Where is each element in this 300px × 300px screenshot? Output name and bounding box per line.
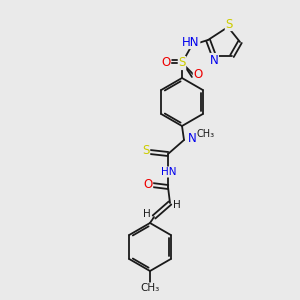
Text: S: S xyxy=(142,145,150,158)
Text: O: O xyxy=(161,56,171,68)
Text: O: O xyxy=(194,68,202,80)
Text: H: H xyxy=(173,200,181,210)
Text: H: H xyxy=(143,209,151,219)
Text: CH₃: CH₃ xyxy=(140,283,160,293)
Text: N: N xyxy=(210,53,218,67)
Text: HN: HN xyxy=(182,35,200,49)
Text: N: N xyxy=(188,131,196,145)
Text: HN: HN xyxy=(161,167,177,177)
Text: S: S xyxy=(178,56,186,70)
Text: S: S xyxy=(225,17,233,31)
Text: O: O xyxy=(143,178,153,190)
Text: CH₃: CH₃ xyxy=(197,129,215,139)
